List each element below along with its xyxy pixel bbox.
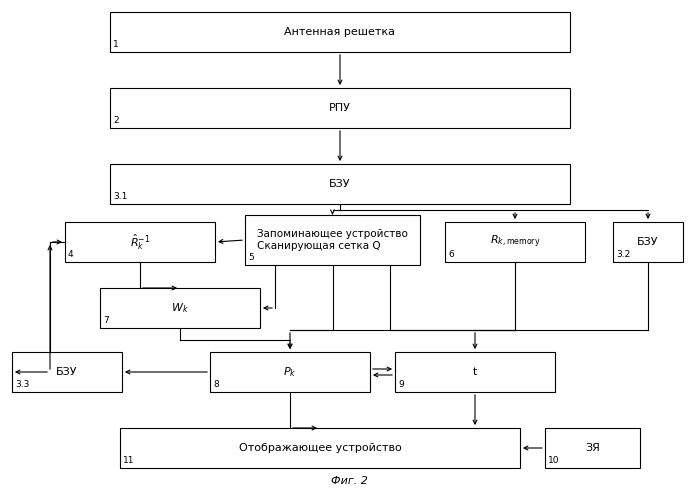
Bar [12, 352, 122, 392]
Text: 3.1: 3.1 [113, 192, 127, 201]
Text: РПУ: РПУ [329, 103, 351, 113]
Text: 6: 6 [448, 250, 454, 259]
Bar [65, 222, 215, 262]
Text: Антенная решетка: Антенная решетка [284, 27, 396, 37]
Text: 3.3: 3.3 [15, 380, 29, 389]
Text: $R_{k, \mathrm{memory}}$: $R_{k, \mathrm{memory}}$ [490, 234, 540, 250]
Bar [613, 222, 683, 262]
Text: 1: 1 [113, 40, 119, 49]
Text: 8: 8 [213, 380, 219, 389]
Bar [110, 164, 570, 204]
Text: 9: 9 [398, 380, 404, 389]
Text: Отображающее устройство: Отображающее устройство [238, 443, 401, 453]
Text: ЗЯ: ЗЯ [585, 443, 600, 453]
Text: 11: 11 [123, 456, 134, 465]
Text: БЗУ: БЗУ [329, 179, 351, 189]
Text: 5: 5 [248, 253, 254, 262]
Text: $W_k$: $W_k$ [171, 301, 189, 315]
Text: 3.2: 3.2 [616, 250, 630, 259]
Text: БЗУ: БЗУ [637, 237, 658, 247]
Text: $P_k$: $P_k$ [283, 365, 297, 379]
Text: $\hat{R}_k^{-1}$: $\hat{R}_k^{-1}$ [130, 232, 150, 252]
Text: 2: 2 [113, 116, 119, 125]
Bar [395, 352, 555, 392]
Bar [210, 352, 370, 392]
Bar [100, 288, 260, 328]
Bar [245, 215, 420, 265]
Text: БЗУ: БЗУ [56, 367, 78, 377]
Text: 4: 4 [68, 250, 73, 259]
Bar [120, 428, 520, 468]
Text: t: t [473, 367, 477, 377]
Bar [545, 428, 640, 468]
Bar [110, 12, 570, 52]
Text: 7: 7 [103, 316, 109, 325]
Text: Фиг. 2: Фиг. 2 [331, 476, 368, 486]
Bar [110, 88, 570, 128]
Text: 10: 10 [548, 456, 559, 465]
Bar [445, 222, 585, 262]
Text: Запоминающее устройство
Сканирующая сетка Q: Запоминающее устройство Сканирующая сетк… [257, 229, 408, 251]
